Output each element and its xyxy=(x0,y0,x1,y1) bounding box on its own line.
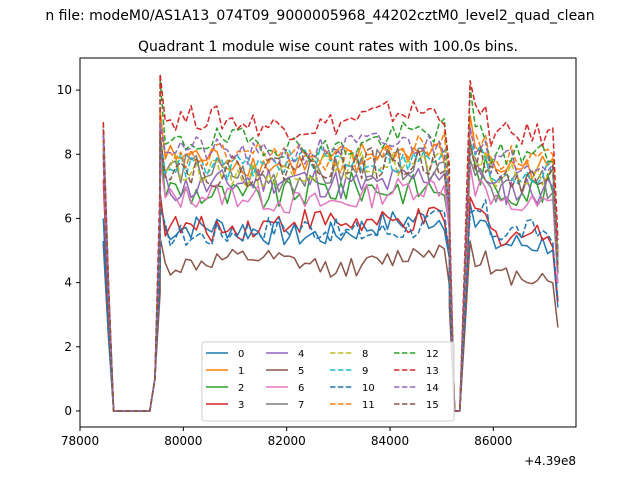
series-line-5 xyxy=(102,236,559,412)
x-tick-label: 86000 xyxy=(474,434,512,448)
legend-box xyxy=(201,341,455,422)
legend-label: 14 xyxy=(426,383,439,394)
x-tick-label: 80000 xyxy=(164,434,202,448)
legend-label: 11 xyxy=(362,400,375,411)
y-tick-label: 2 xyxy=(64,340,72,354)
plot-frame xyxy=(79,57,577,428)
y-tick-label: 10 xyxy=(57,83,72,97)
legend-label: 8 xyxy=(362,349,368,360)
chart-title: Quadrant 1 module wise count rates with … xyxy=(138,39,518,55)
legend-label: 12 xyxy=(426,349,439,360)
series-line-6 xyxy=(102,159,559,412)
x-tick-label: 84000 xyxy=(371,434,409,448)
y-tick-label: 6 xyxy=(64,211,72,225)
legend-label: 3 xyxy=(238,400,244,411)
y-tick-label: 0 xyxy=(64,404,72,418)
legend-label: 2 xyxy=(238,383,244,394)
legend-label: 4 xyxy=(298,349,304,360)
series-line-13 xyxy=(102,73,559,412)
legend-label: 13 xyxy=(426,366,439,377)
legend-label: 6 xyxy=(298,383,304,394)
x-tick-label: 78000 xyxy=(61,434,99,448)
x-axis-offset-label: +4.39e8 xyxy=(524,454,576,468)
series-line-15 xyxy=(102,134,559,412)
series-line-11 xyxy=(102,127,559,412)
y-tick-label: 4 xyxy=(64,276,72,290)
y-axis: 0 2 4 6 8 10 xyxy=(57,83,80,418)
legend-label: 15 xyxy=(426,400,439,411)
series-line-0 xyxy=(102,198,559,412)
series-line-2 xyxy=(102,137,559,412)
legend-label: 7 xyxy=(298,400,304,411)
series-line-7 xyxy=(102,128,559,412)
legend-label: 1 xyxy=(238,366,244,377)
series-line-3 xyxy=(102,179,559,412)
y-tick-label: 8 xyxy=(64,147,72,161)
legend-label: 5 xyxy=(298,366,304,377)
series-layer xyxy=(102,73,559,412)
legend-label: 9 xyxy=(362,366,368,377)
x-tick-label: 82000 xyxy=(268,434,306,448)
figure-suptitle: n file: modeM0/AS1A13_074T09_9000005968_… xyxy=(45,8,594,24)
legend-label: 10 xyxy=(362,383,375,394)
series-line-4 xyxy=(102,138,559,412)
legend-label: 0 xyxy=(238,349,244,360)
x-axis: 78000 80000 82000 84000 86000 xyxy=(61,427,512,448)
series-line-12 xyxy=(102,79,559,412)
series-line-10 xyxy=(102,199,559,412)
